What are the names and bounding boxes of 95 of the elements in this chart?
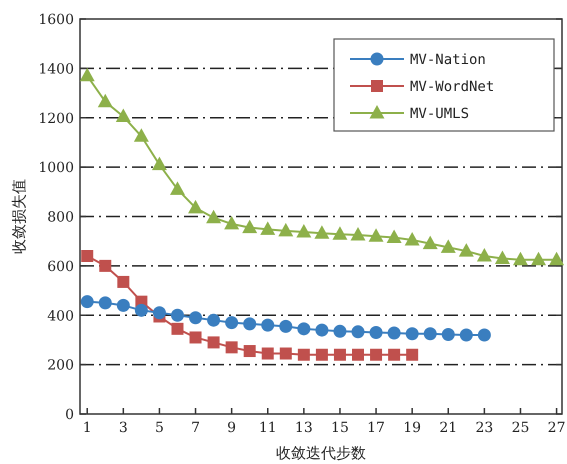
- point: [226, 341, 238, 354]
- point: [278, 222, 294, 236]
- y-tick-label: 200: [47, 358, 74, 374]
- point: [134, 128, 149, 142]
- point: [333, 324, 346, 338]
- point: [296, 224, 312, 238]
- point: [388, 326, 401, 340]
- point: [368, 228, 384, 242]
- point: [386, 229, 402, 243]
- point: [458, 243, 474, 257]
- point: [406, 327, 419, 340]
- point: [422, 236, 438, 250]
- point: [476, 248, 492, 262]
- point: [225, 316, 238, 330]
- point: [460, 328, 473, 342]
- point: [260, 221, 276, 235]
- point: [334, 348, 346, 361]
- point: [370, 348, 382, 361]
- x-tick-label: 9: [227, 420, 236, 436]
- point: [116, 298, 130, 312]
- point: [332, 226, 348, 240]
- point: [208, 336, 220, 348]
- x-tick-label: 11: [258, 420, 277, 436]
- x-tick-label: 13: [294, 420, 313, 436]
- y-tick-label: 400: [47, 308, 74, 324]
- point: [350, 227, 366, 241]
- y-tick-label: 1000: [38, 160, 74, 176]
- point: [99, 260, 112, 272]
- point: [531, 252, 546, 266]
- point: [170, 308, 184, 322]
- y-tick-label: 1600: [38, 12, 74, 28]
- x-tick-label: 19: [403, 420, 422, 436]
- point: [388, 348, 400, 361]
- point: [314, 225, 330, 239]
- point: [494, 250, 510, 264]
- point: [442, 328, 455, 342]
- point: [207, 314, 220, 327]
- point: [224, 216, 240, 230]
- y-tick-label: 0: [65, 407, 74, 423]
- point: [98, 296, 112, 310]
- point: [189, 311, 202, 324]
- x-tick-label: 3: [118, 420, 128, 436]
- y-tick-label: 1200: [38, 110, 74, 127]
- x-tick-label: 5: [154, 420, 164, 436]
- x-tick-label: 27: [548, 420, 566, 436]
- point: [171, 322, 184, 335]
- point: [152, 306, 166, 320]
- x-tick-label: 17: [367, 420, 385, 436]
- x-tick-label: 7: [191, 420, 200, 436]
- point: [98, 94, 113, 108]
- y-tick-label: 600: [47, 258, 74, 275]
- y-tick-label: 800: [47, 210, 74, 226]
- legend-label: MV-UMLS: [410, 106, 470, 122]
- point: [478, 328, 491, 342]
- y-tick-label: 1400: [38, 61, 74, 78]
- point: [512, 252, 528, 266]
- point: [81, 250, 94, 262]
- point: [80, 295, 94, 308]
- legend-label: MV-WordNet: [410, 79, 494, 95]
- point: [261, 318, 274, 332]
- y-axis-title: 收敛损失值: [10, 179, 28, 254]
- point: [134, 304, 148, 317]
- legend-label: MV-Nation: [410, 52, 486, 68]
- point: [280, 348, 292, 360]
- x-tick-label: 1: [82, 420, 92, 436]
- point: [188, 200, 204, 214]
- point: [440, 239, 456, 253]
- point: [297, 322, 310, 336]
- point: [352, 325, 365, 338]
- point: [152, 156, 167, 170]
- point: [206, 210, 222, 224]
- point: [242, 220, 258, 234]
- point: [80, 68, 95, 82]
- point: [406, 348, 418, 361]
- x-axis-title: 收敛迭代步数: [276, 444, 366, 462]
- point: [316, 348, 328, 361]
- point: [243, 317, 256, 330]
- x-tick-label: 21: [439, 420, 458, 436]
- point: [298, 348, 310, 361]
- point: [116, 108, 131, 122]
- point: [262, 348, 274, 360]
- point: [549, 252, 564, 266]
- x-tick-label: 15: [331, 420, 349, 436]
- point: [170, 181, 185, 195]
- point: [424, 327, 437, 340]
- point: [279, 320, 292, 333]
- point: [244, 345, 256, 358]
- point: [370, 326, 383, 340]
- point: [315, 324, 328, 337]
- point: [404, 232, 420, 246]
- point: [190, 331, 202, 344]
- point: [117, 276, 130, 288]
- x-tick-label: 25: [512, 420, 530, 436]
- x-tick-label: 23: [475, 420, 494, 436]
- point: [352, 348, 364, 361]
